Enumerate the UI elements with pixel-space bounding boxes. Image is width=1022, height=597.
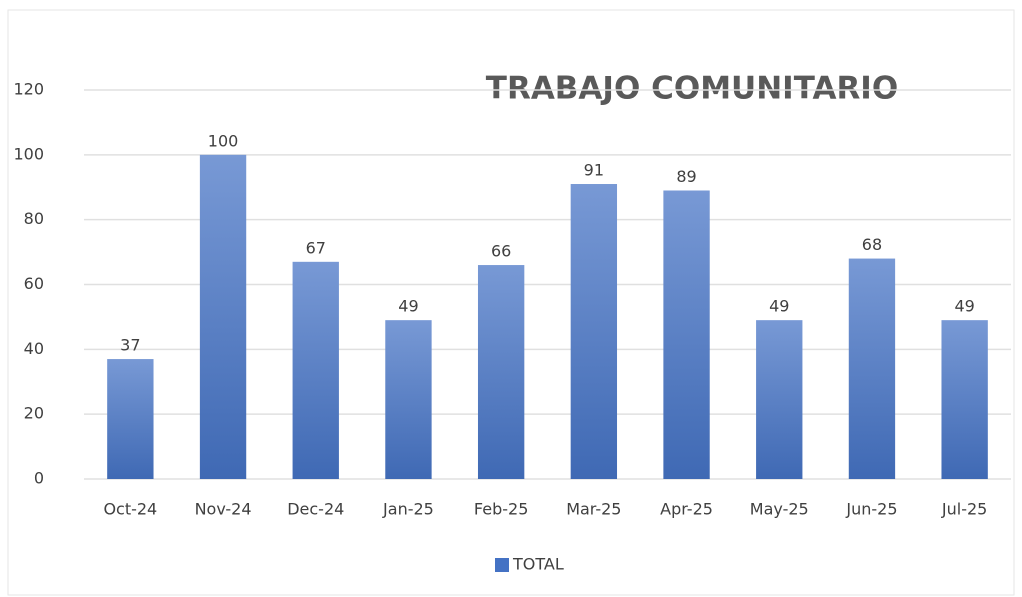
data-label: 49 — [954, 297, 974, 316]
data-label: 91 — [584, 161, 604, 180]
data-label: 49 — [398, 297, 418, 316]
y-tick-label: 100 — [13, 144, 44, 163]
bar — [756, 320, 803, 479]
bar — [663, 190, 710, 479]
bar — [292, 261, 339, 479]
y-tick-label: 20 — [24, 404, 44, 423]
x-tick-label: Nov-24 — [195, 500, 252, 519]
legend-swatch — [495, 558, 509, 572]
bar — [385, 320, 432, 479]
x-tick-label: Oct-24 — [103, 500, 157, 519]
data-label: 49 — [769, 297, 789, 316]
bar — [848, 258, 896, 479]
y-tick-label: 60 — [24, 274, 44, 293]
x-tick-label: Jun-25 — [845, 500, 897, 519]
data-label: 89 — [676, 167, 696, 186]
data-label: 68 — [862, 235, 882, 254]
data-label: 37 — [120, 336, 140, 355]
chart-title: TRABAJO COMUNITARIO — [486, 71, 898, 107]
x-tick-label: May-25 — [750, 500, 809, 519]
data-label: 66 — [491, 242, 511, 261]
data-label: 100 — [208, 131, 239, 150]
x-tick-label: Jul-25 — [941, 500, 987, 519]
bar — [570, 184, 618, 479]
legend-label: TOTAL — [512, 555, 564, 574]
data-label: 67 — [306, 238, 326, 257]
x-tick-label: Feb-25 — [474, 500, 528, 519]
bar — [477, 265, 525, 479]
y-tick-label: 0 — [34, 469, 44, 488]
x-tick-label: Apr-25 — [660, 500, 713, 519]
x-tick-label: Jan-25 — [382, 500, 434, 519]
x-tick-label: Dec-24 — [287, 500, 344, 519]
x-tick-label: Mar-25 — [566, 500, 621, 519]
y-tick-label: 40 — [24, 339, 44, 358]
bar — [941, 320, 988, 479]
bar — [199, 154, 247, 480]
bar — [107, 359, 154, 479]
y-tick-label: 120 — [13, 80, 44, 99]
y-tick-label: 80 — [24, 209, 44, 228]
